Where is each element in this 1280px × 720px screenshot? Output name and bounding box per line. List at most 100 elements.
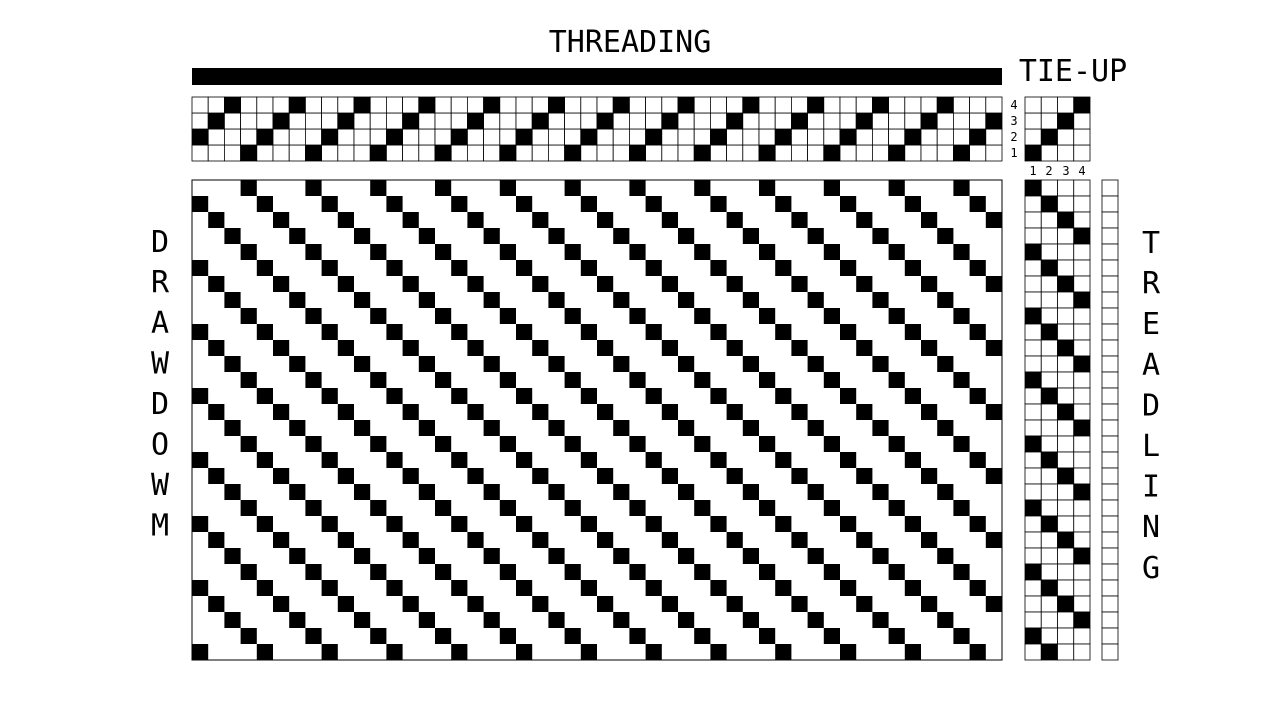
threading-cell: [888, 128, 906, 146]
drawdown-cell: [985, 212, 1002, 228]
treadling-cell: [1057, 179, 1075, 197]
drawdown-cell: [921, 276, 938, 292]
drawdown-cell: [710, 580, 727, 596]
threading-cell: [920, 112, 938, 130]
threading-cell: [466, 112, 484, 130]
treadling-cell: [1073, 339, 1091, 357]
drawdown-cell: [613, 612, 630, 628]
threading-cell: [288, 144, 306, 162]
treadling-cell: [1073, 419, 1091, 437]
treadling-cell: [1024, 259, 1042, 277]
threading-cell: [369, 96, 387, 114]
drawdown-cell: [759, 372, 776, 388]
drawdown-cell: [888, 372, 905, 388]
threading-cell: [823, 144, 841, 162]
drawdown-cell: [775, 452, 792, 468]
threading-cell: [272, 96, 290, 114]
drawdown-cell: [256, 516, 273, 532]
threading-bar: [192, 68, 1002, 85]
drawdown-cell: [742, 548, 759, 564]
drawdown-cell: [532, 404, 549, 420]
threading-cell: [256, 144, 274, 162]
threading-cell: [742, 128, 760, 146]
side-strip-cell: [1101, 467, 1119, 485]
drawdown-cell: [985, 404, 1002, 420]
drawdown-cell: [807, 292, 824, 308]
threading-cell: [774, 112, 792, 130]
drawdown-cell: [435, 436, 452, 452]
drawdown-cell: [823, 436, 840, 452]
tieup-cell: [1024, 96, 1042, 114]
drawdown-cell: [597, 532, 614, 548]
drawdown-cell: [629, 308, 646, 324]
drawdown-cell: [256, 452, 273, 468]
threading-cell: [807, 96, 825, 114]
treadling-cell: [1040, 531, 1058, 549]
drawdown-cell: [532, 212, 549, 228]
drawdown-cell: [321, 388, 338, 404]
threading-cell: [531, 128, 549, 146]
treadling-cell: [1057, 387, 1075, 405]
drawdown-cell: [629, 244, 646, 260]
drawdown-cell: [872, 292, 889, 308]
drawdown-cell: [726, 404, 743, 420]
drawdown-cell: [710, 644, 727, 660]
treadling-cell: [1057, 291, 1075, 309]
threading-cell: [466, 128, 484, 146]
drawdown-cell: [775, 388, 792, 404]
drawdown-cell: [953, 372, 970, 388]
threading-cell: [596, 96, 614, 114]
drawdown-cell: [192, 580, 209, 596]
drawdown-cell: [467, 532, 484, 548]
drawdown-cell: [564, 372, 581, 388]
treadling-cell: [1024, 323, 1042, 341]
drawdown-cell: [969, 644, 986, 660]
drawdown-cell: [256, 324, 273, 340]
treadling-cell: [1040, 595, 1058, 613]
drawdown-cell: [516, 260, 533, 276]
drawdown-cell: [516, 388, 533, 404]
treadling-cell: [1073, 179, 1091, 197]
drawdown-cell: [840, 388, 857, 404]
threading-cell: [629, 112, 647, 130]
drawdown-cell: [856, 340, 873, 356]
drawdown-cell: [791, 340, 808, 356]
threading-cell: [304, 112, 322, 130]
drawdown-cell: [694, 564, 711, 580]
drawdown-cell: [969, 516, 986, 532]
treadling-cell: [1040, 275, 1058, 293]
drawdown-cell: [904, 388, 921, 404]
shaft-number-3: 3: [1010, 114, 1017, 128]
drawdown-cell: [872, 484, 889, 500]
drawdown-cell: [467, 468, 484, 484]
drawdown-cell: [386, 516, 403, 532]
drawdown-cell: [629, 372, 646, 388]
treadling-cell: [1040, 627, 1058, 645]
drawdown-cell: [483, 292, 500, 308]
drawdown-cell: [953, 436, 970, 452]
threading-cell: [515, 144, 533, 162]
drawdown-cell: [678, 612, 695, 628]
treadling-cell: [1057, 355, 1075, 373]
side-strip-cell: [1101, 387, 1119, 405]
drawdown-cell: [823, 564, 840, 580]
drawdown-cell: [532, 468, 549, 484]
treadling-cell: [1024, 483, 1042, 501]
threading-cell: [758, 144, 776, 162]
drawdown-cell: [840, 452, 857, 468]
treadling-cell: [1073, 275, 1091, 293]
threading-cell: [693, 144, 711, 162]
treadling-cell: [1057, 451, 1075, 469]
drawdown-cell: [840, 260, 857, 276]
drawdown-cell: [985, 340, 1002, 356]
drawdown-grid: [191, 179, 1003, 661]
drawdown-cell: [888, 244, 905, 260]
threading-cell: [904, 144, 922, 162]
treadling-cell: [1040, 643, 1058, 661]
drawdown-cell: [305, 436, 322, 452]
treadling-label-letter: I: [1142, 470, 1160, 505]
drawdown-cell: [370, 564, 387, 580]
treadling-cell: [1057, 227, 1075, 245]
treadling-cell: [1024, 419, 1042, 437]
